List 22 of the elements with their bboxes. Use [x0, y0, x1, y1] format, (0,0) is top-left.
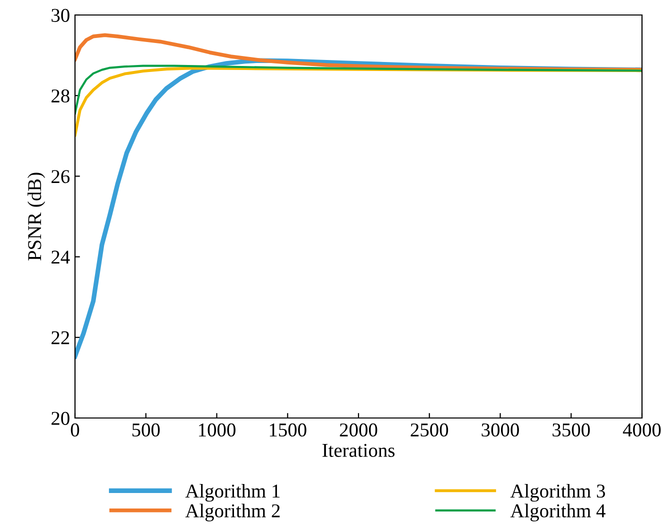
- legend-label: Algorithm 3: [510, 484, 606, 502]
- y-tick-label: 22: [52, 331, 70, 344]
- line-series: [75, 64, 642, 114]
- x-tick-label: 3000: [482, 423, 519, 437]
- y-axis-title: PSNR (dB): [28, 172, 46, 261]
- x-tick-label: 0: [70, 423, 80, 437]
- y-tick-label: 24: [52, 250, 70, 264]
- x-tick-label: 2500: [410, 423, 448, 437]
- y-tick-label: 20: [52, 412, 70, 425]
- legend-label: Algorithm 4: [510, 504, 606, 522]
- y-tick-label: 28: [52, 89, 70, 103]
- x-tick-label: 1000: [199, 423, 236, 437]
- y-tick-label: 26: [52, 170, 70, 184]
- y-tick-label: 30: [52, 8, 70, 22]
- x-tick-label: 3500: [552, 423, 590, 437]
- x-tick-label: 4000: [622, 423, 661, 437]
- x-tick-label: 500: [132, 423, 160, 437]
- x-axis-title: Iterations: [322, 444, 395, 457]
- legend-label: Algorithm 1: [185, 484, 280, 502]
- x-tick-label: 1500: [270, 423, 306, 437]
- x-tick-label: 2000: [340, 423, 378, 437]
- legend-label: Algorithm 2: [185, 504, 280, 522]
